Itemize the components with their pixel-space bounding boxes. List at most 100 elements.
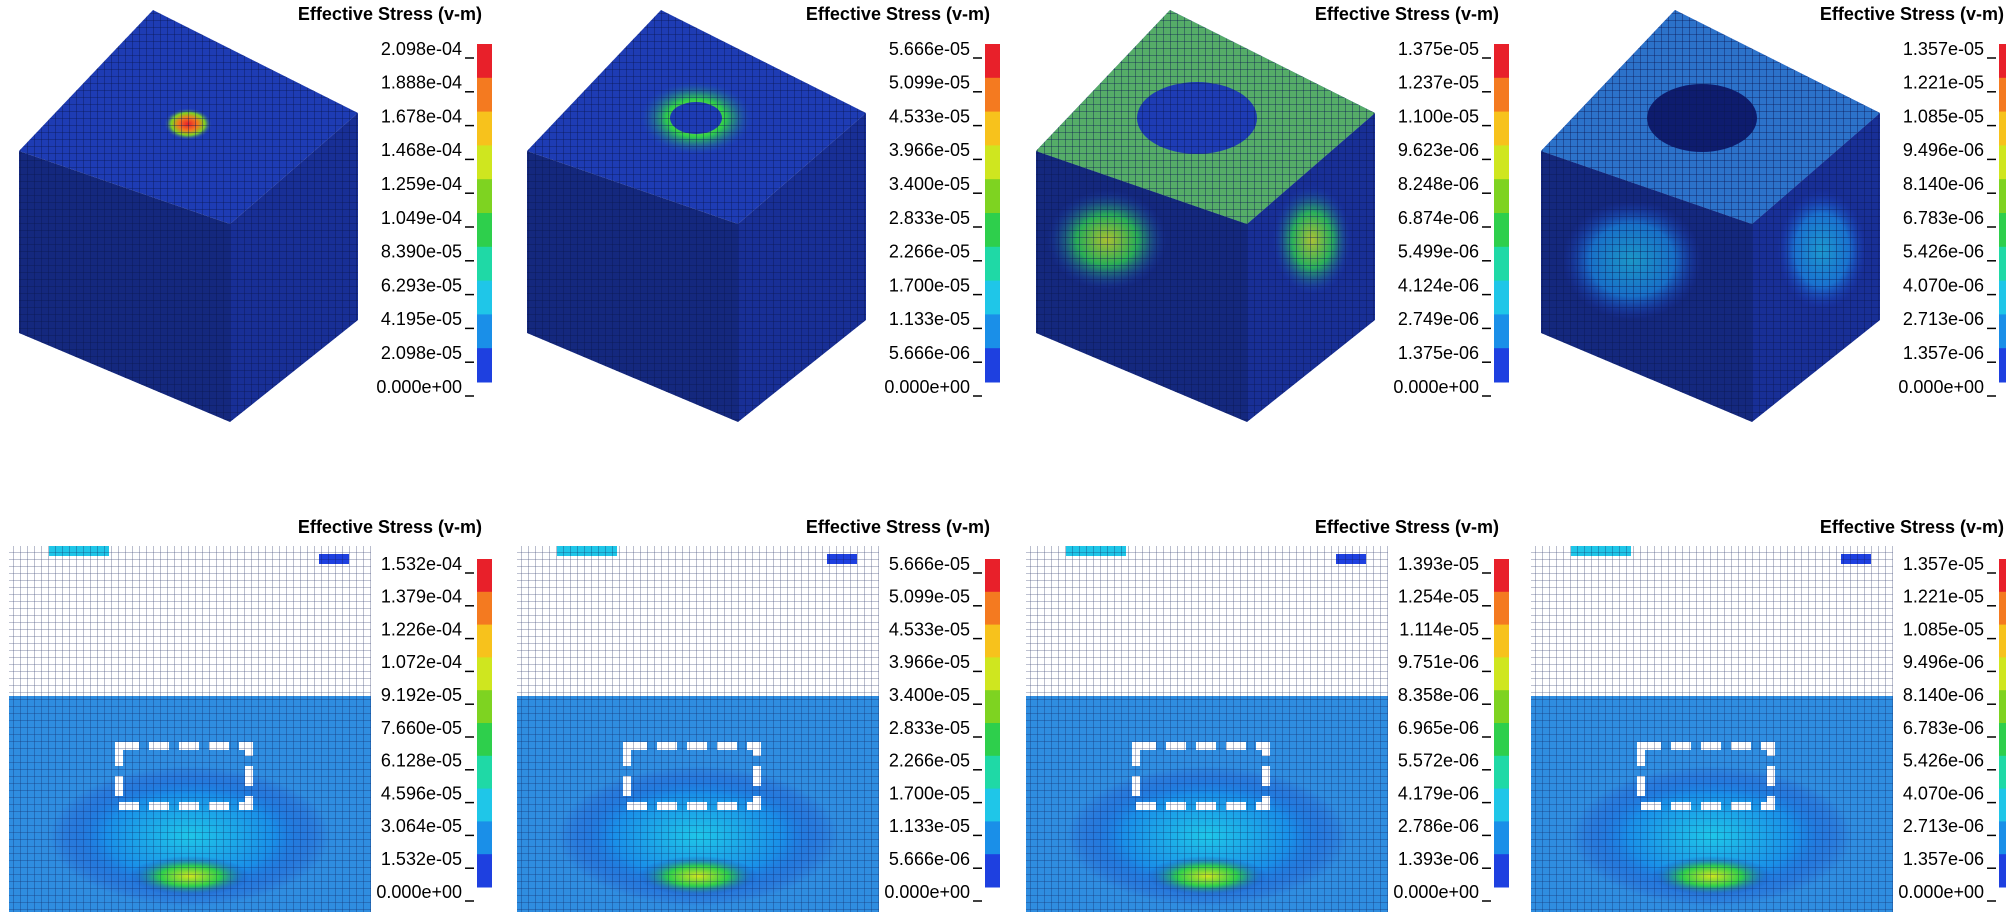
legend-title: Effective Stress (v-m) — [806, 4, 990, 24]
legend-title: Effective Stress (v-m) — [298, 4, 482, 24]
cube-mesh — [230, 113, 358, 422]
legend-label: 4.195e-05 — [381, 309, 462, 329]
colorbar-segment — [477, 348, 492, 383]
colorbar-segment — [985, 690, 1000, 724]
legend-label: 1.221e-05 — [1903, 73, 1984, 93]
panel: Effective Stress (v-m) 1.532e-04 1.379e-04… — [9, 517, 492, 912]
legend-label: 0.000e+00 — [1393, 882, 1479, 902]
section-mesh — [1531, 546, 1893, 912]
legend-label: 1.393e-05 — [1398, 554, 1479, 574]
colorbar-segment — [1494, 690, 1509, 724]
cube-mesh — [1036, 151, 1247, 422]
colorbar-segment — [1999, 755, 2006, 790]
colorbar-segment — [985, 559, 1000, 593]
legend-title: Effective Stress (v-m) — [1820, 517, 2004, 537]
legend-label: 1.237e-05 — [1398, 73, 1479, 93]
legend-label: 1.114e-05 — [1399, 619, 1479, 639]
colorbar-segment — [985, 657, 1000, 691]
panel: Effective Stress (v-m) 5.666e-05 5.099e-05… — [527, 4, 1000, 422]
legend-label: 1.393e-06 — [1398, 849, 1479, 869]
panel: Effective Stress (v-m) 1.357e-05 1.221e-05… — [1531, 517, 2006, 912]
colorbar-segment — [1999, 280, 2006, 315]
cube-mesh — [19, 151, 230, 422]
colorbar-segment — [1999, 44, 2006, 79]
legend-label: 1.133e-05 — [889, 816, 970, 836]
legend-label: 8.390e-05 — [381, 242, 462, 262]
colorbar-segment — [477, 591, 492, 626]
legend-label: 3.400e-05 — [889, 685, 970, 705]
cube-mesh — [1752, 113, 1880, 422]
legend-label: 9.496e-06 — [1903, 140, 1984, 160]
colorbar-segment — [1494, 591, 1509, 626]
legend-label: 5.099e-05 — [889, 587, 970, 607]
legend-label: 2.713e-06 — [1903, 309, 1984, 329]
legend-label: 1.357e-05 — [1903, 39, 1984, 59]
legend-label: 9.623e-06 — [1398, 140, 1479, 160]
legend-label: 1.379e-04 — [381, 587, 462, 607]
cube-mesh — [738, 113, 866, 422]
legend-label: 8.140e-06 — [1903, 174, 1984, 194]
colorbar-segment — [1494, 559, 1509, 593]
colorbar-segment — [1494, 179, 1509, 214]
cube-mesh — [527, 10, 866, 224]
legend-label: 5.666e-06 — [889, 343, 970, 363]
legend-label: 1.888e-04 — [381, 73, 462, 93]
legend-label: 1.357e-06 — [1903, 343, 1984, 363]
legend-label: 2.266e-05 — [889, 751, 970, 771]
legend-label: 9.751e-06 — [1398, 652, 1479, 672]
colorbar-segment — [477, 314, 492, 349]
colorbar-segment — [985, 77, 1000, 113]
colorbar-segment — [985, 280, 1000, 315]
colorbar-segment — [985, 145, 1000, 180]
colorbar-segment — [985, 723, 1000, 757]
colorbar-segment — [985, 314, 1000, 349]
cube-mesh — [1541, 151, 1752, 422]
legend-label: 1.221e-05 — [1903, 587, 1984, 607]
panel: Effective Stress (v-m) 1.357e-05 1.221e-05… — [1541, 4, 2006, 422]
colorbar-segment — [477, 111, 492, 146]
legend-label: 4.179e-06 — [1398, 783, 1479, 803]
colorbar-segment — [1999, 77, 2006, 113]
legend-label: 6.128e-05 — [381, 751, 462, 771]
legend-label: 4.070e-06 — [1903, 275, 1984, 295]
colorbar-segment — [477, 213, 492, 248]
colorbar-segment — [477, 788, 492, 822]
colorbar-segment — [1494, 314, 1509, 349]
legend-label: 0.000e+00 — [1898, 377, 1984, 397]
colorbar-segment — [1999, 246, 2006, 282]
legend-label: 1.700e-05 — [889, 783, 970, 803]
colorbar-segment — [985, 854, 1000, 888]
legend-label: 3.064e-05 — [381, 816, 462, 836]
legend-label: 9.192e-05 — [381, 685, 462, 705]
colorbar-segment — [985, 111, 1000, 146]
legend-label: 1.259e-04 — [381, 174, 462, 194]
legend-label: 2.833e-05 — [889, 718, 970, 738]
legend-label: 1.049e-04 — [381, 208, 462, 228]
legend-label: 4.124e-06 — [1398, 275, 1479, 295]
panel: Effective Stress (v-m) 5.666e-05 5.099e-05… — [517, 517, 1000, 912]
legend-title: Effective Stress (v-m) — [298, 517, 482, 537]
legend-label: 2.713e-06 — [1903, 816, 1984, 836]
legend-label: 0.000e+00 — [884, 377, 970, 397]
colorbar-segment — [1999, 314, 2006, 349]
colorbar-segment — [477, 723, 492, 757]
legend-label: 8.140e-06 — [1903, 685, 1984, 705]
colorbar-segment — [1494, 280, 1509, 315]
legend-label: 5.426e-06 — [1903, 751, 1984, 771]
colorbar-segment — [1999, 591, 2006, 626]
legend-label: 6.874e-06 — [1398, 208, 1479, 228]
legend-label: 1.375e-05 — [1398, 39, 1479, 59]
colorbar-segment — [1494, 77, 1509, 113]
colorbar-segment — [1999, 854, 2006, 888]
legend-label: 2.098e-05 — [381, 343, 462, 363]
legend-label: 2.833e-05 — [889, 208, 970, 228]
legend-label: 1.085e-05 — [1903, 106, 1984, 126]
legend-label: 4.596e-05 — [381, 783, 462, 803]
colorbar-segment — [1494, 348, 1509, 383]
colorbar-segment — [985, 821, 1000, 855]
panel: Effective Stress (v-m) 1.375e-05 1.237e-05… — [1036, 4, 1509, 422]
legend-label: 1.133e-05 — [889, 309, 970, 329]
colorbar-segment — [985, 755, 1000, 790]
legend-label: 5.572e-06 — [1398, 751, 1479, 771]
